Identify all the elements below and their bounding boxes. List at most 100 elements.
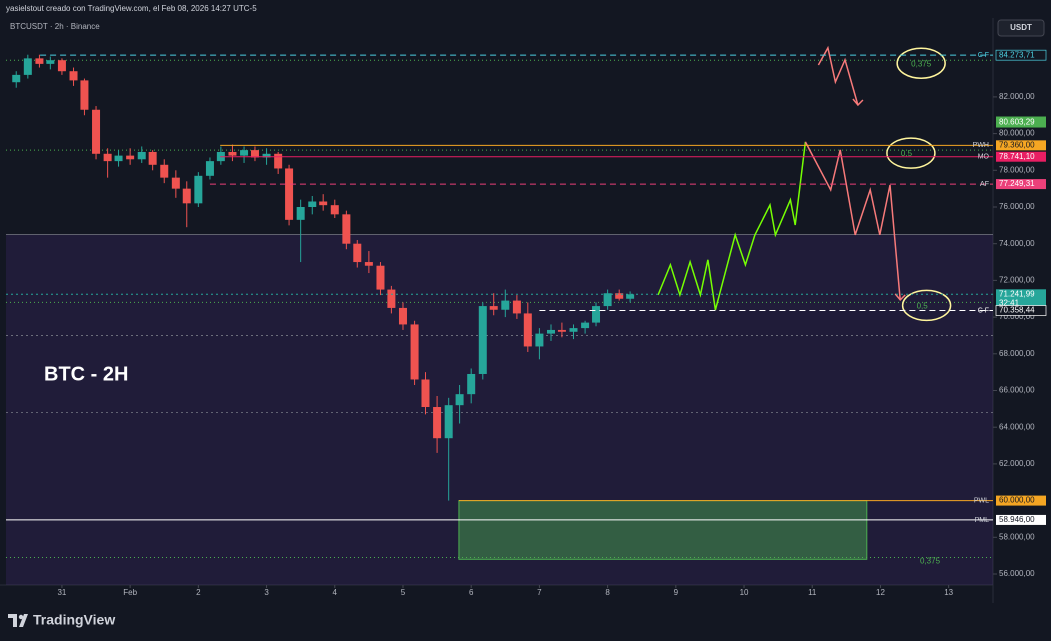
candle-body (467, 373, 476, 395)
price-label: 71.241,99 (999, 289, 1035, 298)
y-tick-label: 56.000,00 (999, 569, 1035, 578)
level-name: PML (975, 517, 990, 524)
level-name: PWH (973, 142, 989, 149)
x-tick-label: 9 (674, 588, 679, 597)
brand: TradingView (33, 612, 115, 628)
y-tick-label: 62.000,00 (999, 459, 1035, 468)
x-tick-label: 7 (537, 588, 542, 597)
candle-body (114, 155, 123, 162)
price-label: 79.360,00 (999, 140, 1035, 149)
y-tick-label: 70.000,00 (999, 312, 1035, 321)
price-label: 80.603,29 (999, 118, 1035, 127)
candle-body (535, 333, 544, 347)
zone (458, 500, 868, 560)
x-tick-label: 10 (740, 588, 749, 597)
candle-body (182, 188, 191, 204)
candle-body (501, 300, 510, 310)
x-tick-label: 8 (605, 588, 610, 597)
y-tick-label: 80.000,00 (999, 129, 1035, 138)
price-label-box (995, 305, 1047, 316)
price-label: 84.273,71 (999, 50, 1035, 59)
level-name: AF (980, 181, 989, 188)
candle-body (80, 80, 89, 110)
candle-body (592, 306, 601, 323)
candle-body (353, 243, 362, 263)
arrow-head (852, 98, 864, 107)
candle-body (615, 293, 624, 299)
price-label-box (996, 514, 1046, 525)
candle-body (523, 313, 532, 347)
x-tick-label: 5 (401, 588, 406, 597)
candle-body (285, 168, 294, 220)
candle-body (274, 153, 283, 169)
projection-line (817, 45, 859, 106)
y-tick-label: 72.000,00 (999, 276, 1035, 285)
candle-body (557, 329, 566, 332)
candle-body (626, 294, 635, 299)
candle-body (12, 74, 21, 83)
brand-logo (8, 614, 28, 627)
price-label: 70.358,44 (999, 306, 1035, 315)
candle-body (364, 262, 373, 266)
candle-body (308, 201, 317, 207)
y-tick-label: 74.000,00 (999, 239, 1035, 248)
candle-body (148, 151, 157, 165)
candle-body (103, 153, 112, 162)
candle-body (603, 293, 612, 307)
fib-label: 0,5 (917, 302, 929, 311)
fib-label: 0,5 (901, 149, 913, 158)
candle-body (433, 407, 442, 439)
candle-body (512, 300, 521, 314)
candle-body (160, 164, 169, 178)
candle-body (296, 207, 305, 220)
level-name: MO (978, 154, 990, 161)
fib-label: 0,375 (920, 557, 941, 566)
projection-line (657, 141, 807, 311)
y-tick-label: 64.000,00 (999, 422, 1035, 431)
candle-body (455, 394, 464, 406)
candle-body (262, 153, 271, 158)
candle-body (376, 265, 385, 290)
projection-line (804, 141, 901, 300)
arrow-head (894, 293, 906, 301)
candle-body (398, 307, 407, 325)
annotation: BTC - 2H (44, 363, 128, 385)
x-tick-label: 6 (469, 588, 474, 597)
level-name: PWL (974, 497, 989, 504)
highlight-circle (896, 47, 946, 79)
y-tick-label: 58.000,00 (999, 532, 1035, 541)
candle-body (228, 151, 237, 156)
y-tick-label: 68.000,00 (999, 349, 1035, 358)
candle-body (194, 175, 203, 204)
candle-body (444, 405, 453, 439)
candle-body (581, 322, 590, 329)
price-label-box (996, 117, 1046, 128)
x-tick-label: 12 (876, 588, 885, 597)
fib-label: 0,375 (911, 59, 932, 68)
candle-body (137, 151, 146, 160)
y-tick-label: 78.000,00 (999, 165, 1035, 174)
candle-body (240, 150, 249, 156)
currency[interactable]: USDT (1010, 23, 1032, 32)
candle-body (23, 58, 32, 75)
y-tick-label: 76.000,00 (999, 202, 1035, 211)
candle-body (35, 58, 44, 64)
price-label: 78.741,10 (999, 152, 1035, 161)
candle-body (57, 60, 66, 72)
countdown: 32:41 (999, 298, 1020, 307)
y-tick-label: 66.000,00 (999, 386, 1035, 395)
candle-body (92, 109, 101, 154)
candle-body (489, 306, 498, 310)
currency-box[interactable] (997, 19, 1045, 37)
candle-body (46, 60, 55, 64)
footer (0, 605, 1051, 641)
highlight-circle (901, 289, 952, 322)
candle-body (171, 177, 180, 189)
x-tick-label: 13 (944, 588, 953, 597)
price-label: 58.946,00 (999, 515, 1035, 524)
candle-body (342, 214, 351, 244)
price-label-box (996, 140, 1046, 151)
price-label-box (996, 495, 1046, 506)
x-tick-label: 11 (808, 588, 817, 597)
